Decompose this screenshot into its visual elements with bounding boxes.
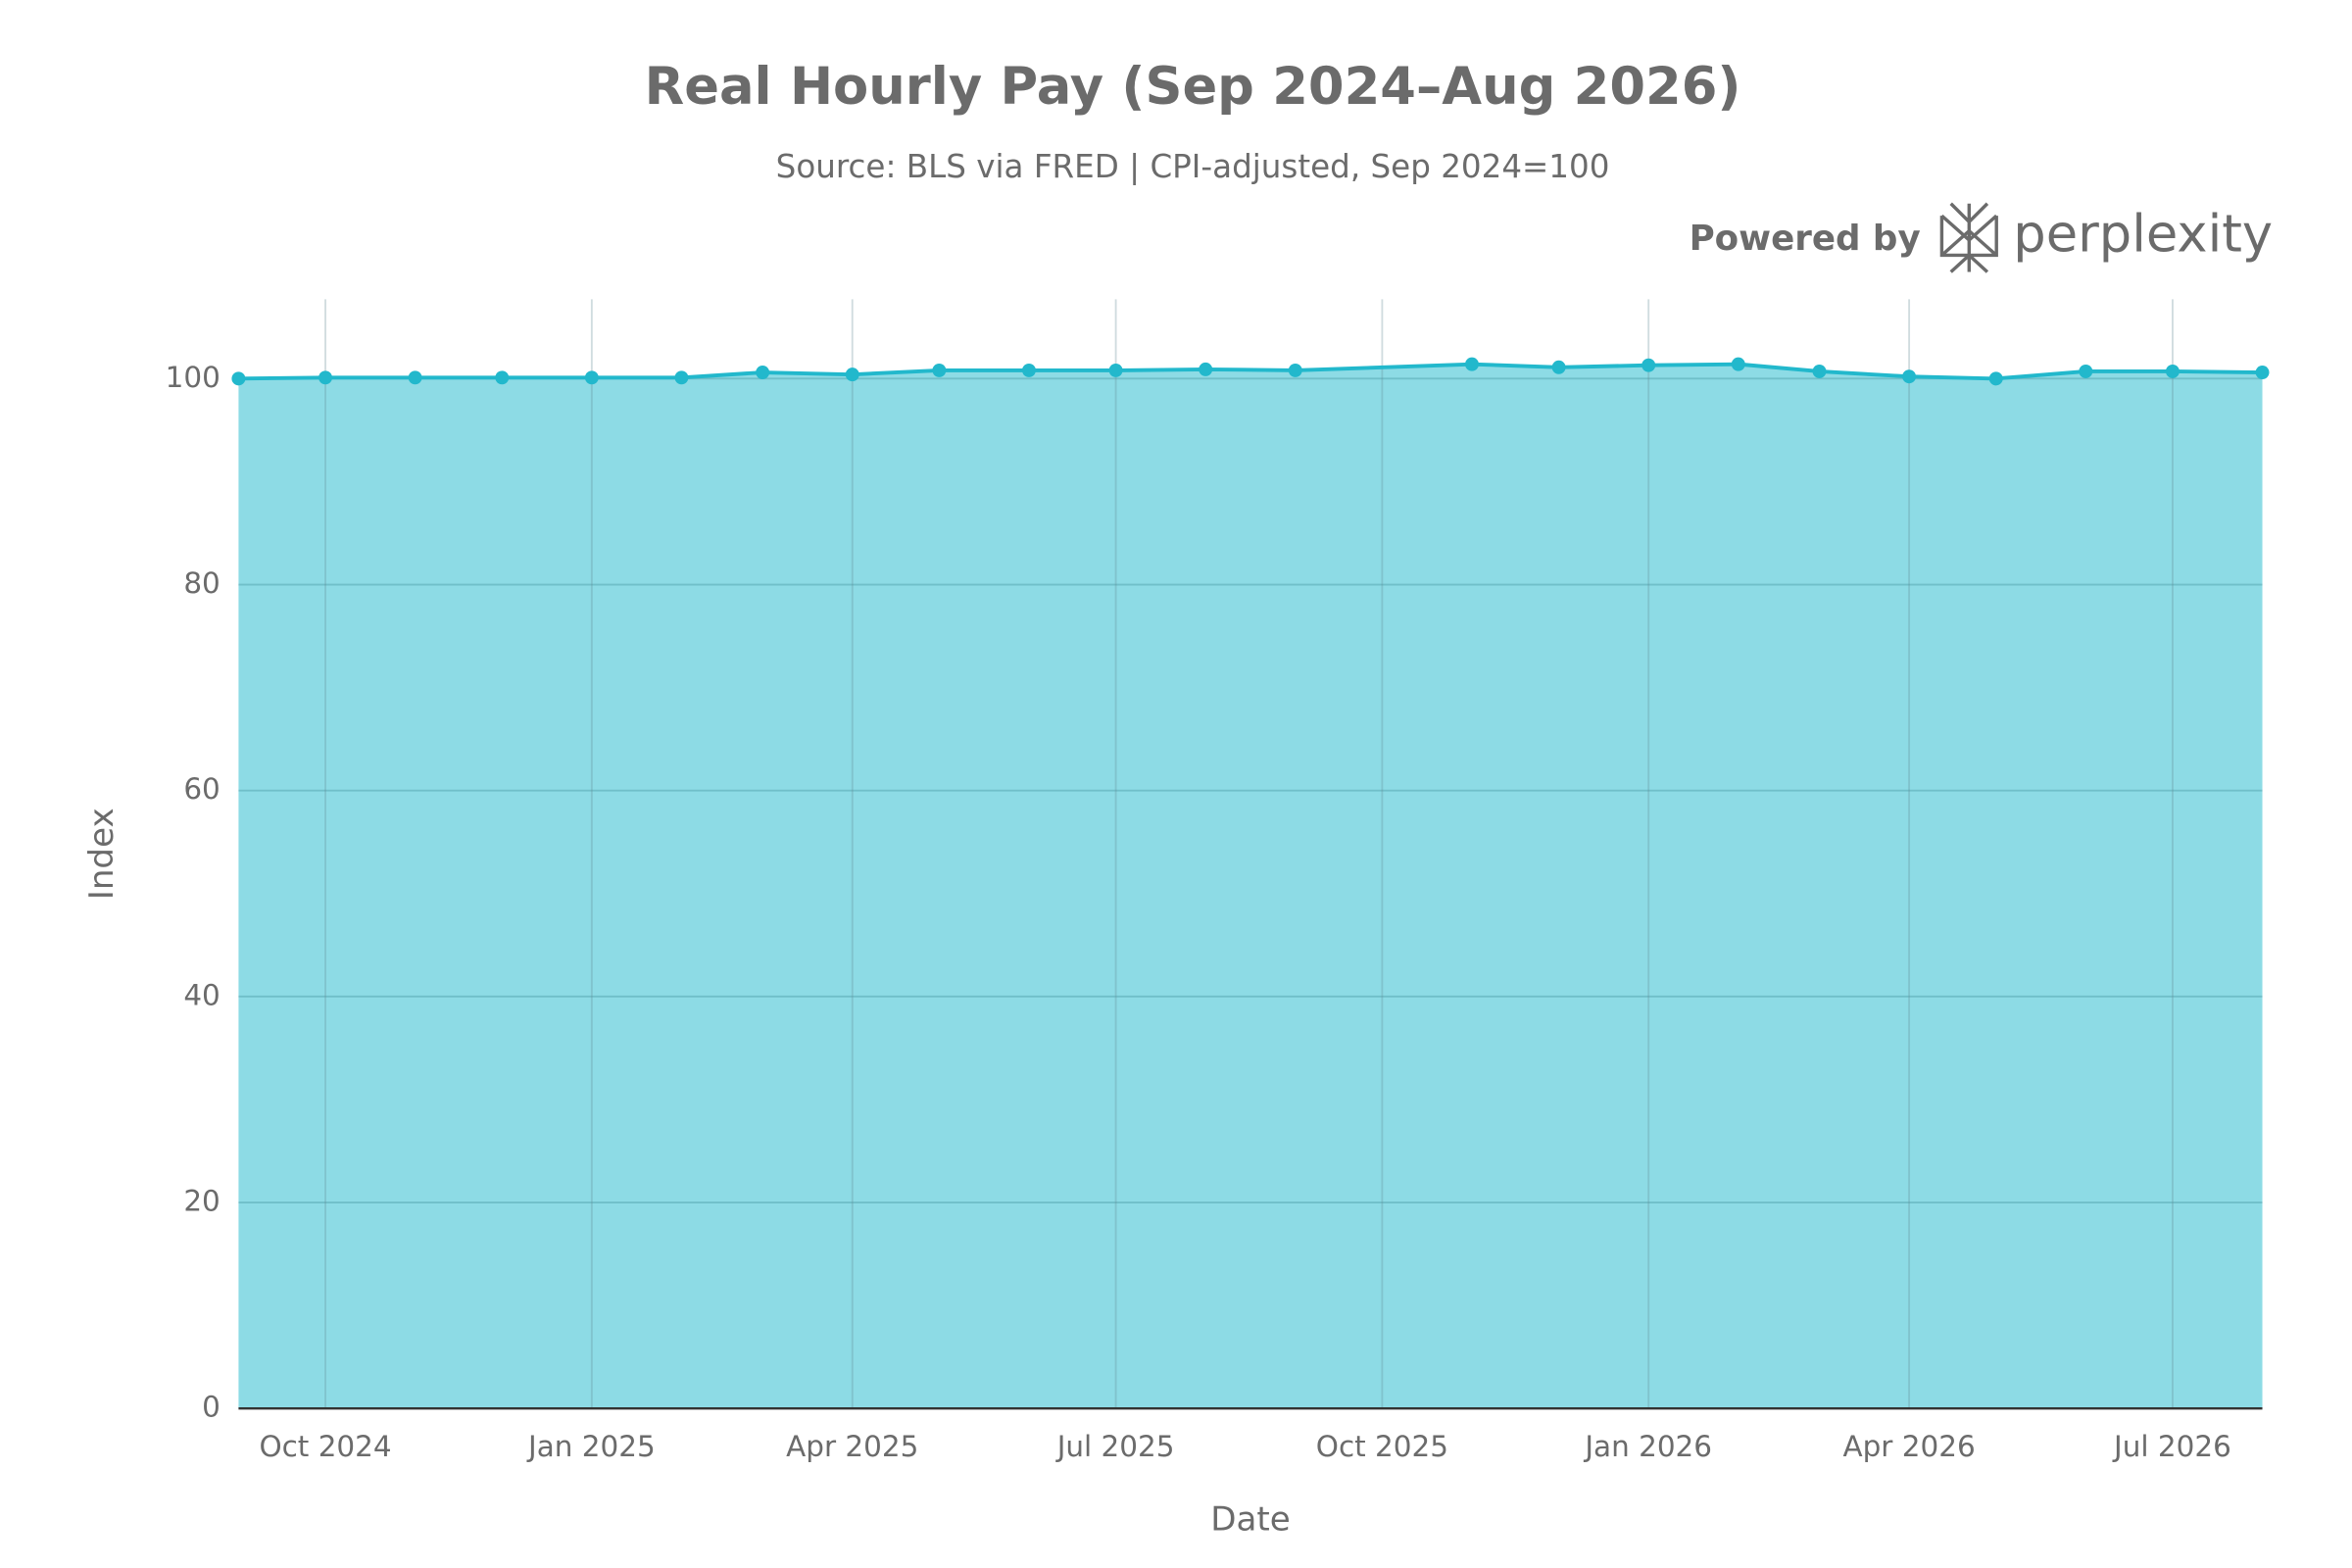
branding-name: perplexity	[2013, 205, 2273, 265]
x-tick-label: Oct 2024	[259, 1430, 391, 1463]
data-point	[1812, 365, 1827, 378]
y-tick-label: 100	[166, 361, 220, 394]
chart-title: Real Hourly Pay (Sep 2024–Aug 2026)	[645, 57, 1741, 117]
chart-subtitle: Source: BLS via FRED | CPI-adjusted, Sep…	[776, 148, 1610, 185]
x-axis-title: Date	[1210, 1499, 1291, 1539]
data-point	[2165, 365, 2180, 378]
data-point	[845, 368, 859, 382]
y-axis-title: Index	[82, 808, 122, 900]
brand-logo	[1939, 202, 1998, 273]
data-point	[584, 370, 599, 385]
y-tick-label: 20	[183, 1185, 220, 1218]
data-point	[1642, 358, 1656, 372]
data-point	[1288, 363, 1302, 377]
data-point	[1551, 360, 1566, 374]
x-tick-label: Jul 2025	[1055, 1430, 1175, 1463]
data-point	[408, 370, 422, 385]
data-point	[1902, 369, 1917, 384]
x-tick-label: Apr 2025	[786, 1430, 918, 1463]
data-point	[1731, 357, 1745, 371]
data-point	[1108, 363, 1123, 377]
data-point	[756, 366, 770, 380]
y-tick-label: 60	[183, 772, 220, 806]
data-point	[1465, 357, 1479, 371]
data-point	[932, 363, 947, 377]
data-point	[1199, 362, 1213, 376]
branding-prefix: Powered by	[1690, 219, 1921, 259]
y-tick-label: 40	[183, 978, 220, 1011]
x-tick-label: Jan 2026	[1583, 1430, 1712, 1463]
data-point	[1988, 371, 2003, 386]
area-fill	[238, 364, 2263, 1409]
y-tick-label: 0	[202, 1391, 220, 1424]
x-tick-label: Jul 2026	[2112, 1430, 2231, 1463]
x-tick-label: Oct 2025	[1316, 1430, 1448, 1463]
data-point	[674, 370, 689, 385]
data-point	[2255, 366, 2270, 380]
data-point	[318, 370, 333, 385]
data-point	[231, 371, 246, 386]
y-tick-label: 80	[183, 566, 220, 600]
data-point	[495, 370, 510, 385]
data-point	[1021, 363, 1036, 377]
x-tick-label: Jan 2025	[526, 1430, 656, 1463]
x-tick-label: Apr 2026	[1842, 1430, 1975, 1463]
data-point	[2079, 365, 2093, 378]
